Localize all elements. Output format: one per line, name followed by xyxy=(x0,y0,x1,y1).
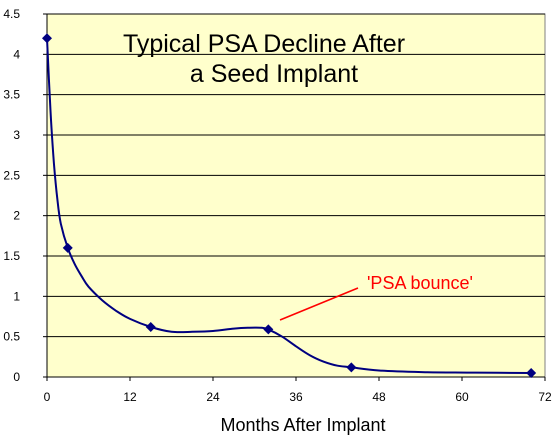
chart-title-line-2: a Seed Implant xyxy=(190,60,358,88)
x-tick-label: 48 xyxy=(372,390,386,404)
y-tick-label: 0.5 xyxy=(3,330,20,344)
psa-bounce-pointer xyxy=(279,287,359,321)
chart-title-line-1: Typical PSA Decline After xyxy=(123,30,405,58)
y-tick-label: 1 xyxy=(13,289,20,303)
y-tick-label: 2.5 xyxy=(3,168,20,182)
x-tick-label: 12 xyxy=(123,390,137,404)
y-tick-label: 3.5 xyxy=(3,88,20,102)
y-tick-label: 4.5 xyxy=(3,7,20,21)
psa-bounce-annotation: 'PSA bounce' xyxy=(367,273,473,293)
y-tick-label: 2 xyxy=(13,209,20,223)
x-tick-label: 72 xyxy=(538,390,552,404)
y-tick-label: 1.5 xyxy=(3,249,20,263)
data-point-marker xyxy=(346,362,357,373)
data-point-marker xyxy=(62,242,73,253)
x-tick-label: 36 xyxy=(289,390,303,404)
data-point-marker xyxy=(526,367,537,378)
y-tick-label: 3 xyxy=(13,128,20,142)
x-axis-ticks: 0 12 24 36 48 60 72 xyxy=(44,377,552,404)
y-axis-ticks: 0 0.5 1 1.5 2 2.5 3 3.5 4 4.5 xyxy=(3,7,47,384)
psa-series-markers xyxy=(42,33,537,378)
psa-series-line xyxy=(46,38,532,374)
grid-lines xyxy=(47,13,545,338)
x-axis-label: Months After Implant xyxy=(220,415,385,435)
data-point-marker xyxy=(263,324,274,335)
x-tick-label: 60 xyxy=(455,390,469,404)
y-tick-label: 0 xyxy=(13,370,20,384)
data-point-marker xyxy=(145,321,156,332)
x-tick-label: 24 xyxy=(206,390,220,404)
data-point-marker xyxy=(42,33,52,44)
plot-area xyxy=(46,13,546,378)
x-tick-label: 0 xyxy=(44,390,51,404)
y-tick-label: 4 xyxy=(13,47,20,61)
